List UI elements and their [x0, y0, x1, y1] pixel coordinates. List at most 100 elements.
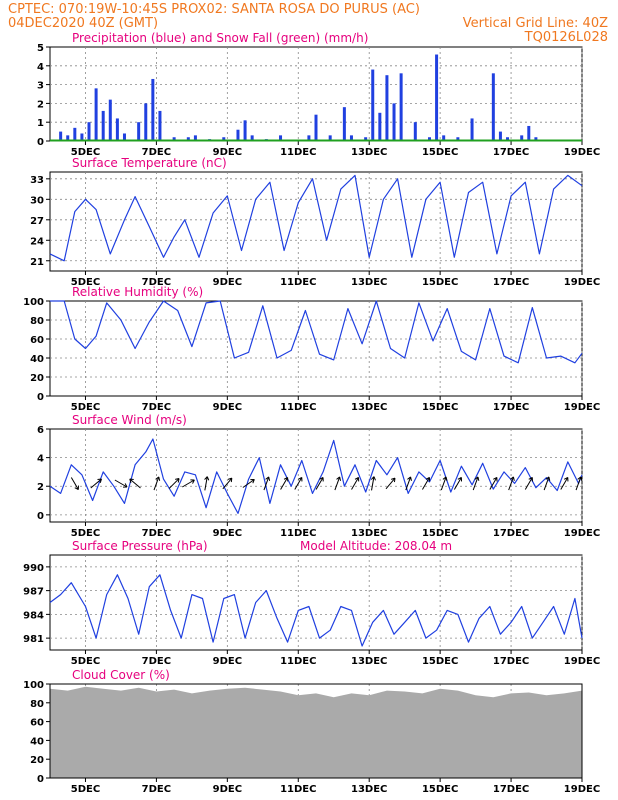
wind-vector-head [297, 476, 303, 482]
precip-ytick-label: 2 [37, 99, 44, 110]
pressure-panel: 5DEC 7DEC 9DEC 11DEC 13DEC 15DEC 17DEC 19DEC 981… [23, 539, 600, 667]
temp-line [49, 174, 583, 262]
precip-date-label: 19DEC [564, 147, 600, 158]
wind-vector [263, 476, 270, 491]
precip-bar [137, 122, 141, 141]
cloud-date-label: 17DEC [493, 784, 529, 795]
pressure-date-label: 5DEC [71, 656, 100, 667]
pressure-subtitle: Model Altitude: 208.04 m [300, 539, 452, 553]
cloud-ytick-label: 40 [30, 736, 44, 747]
pressure-line [49, 574, 583, 647]
precip-bar [193, 135, 197, 141]
temp-ytick-label: 27 [30, 216, 44, 227]
precip-bar [186, 137, 190, 141]
cloud-frame-top [49, 683, 583, 779]
cloud-date-label: 13DEC [351, 784, 387, 795]
precip-bar [506, 137, 510, 141]
wind-vector [508, 476, 514, 491]
precip-ytick-label: 4 [37, 62, 44, 73]
wind-title: Surface Wind (m/s) [72, 413, 187, 427]
wind-vector [222, 477, 233, 490]
pressure-date-label: 15DEC [422, 656, 458, 667]
temp-date-label: 7DEC [142, 277, 171, 288]
cloud-ytick-label: 100 [23, 680, 44, 691]
rh-date-label: 17DEC [493, 402, 529, 413]
rh-ytick-label: 0 [37, 392, 44, 403]
precip-bar [108, 99, 112, 141]
pressure-ytick-label: 981 [23, 634, 44, 645]
wind-vector [334, 476, 341, 491]
header-run-date: 04DEC2020 40Z (GMT) [8, 16, 158, 31]
pressure-ytick-label: 990 [23, 563, 44, 574]
rh-panel: 5DEC 7DEC 9DEC 11DEC 13DEC 15DEC 17DEC 19DEC 0 20… [23, 285, 600, 413]
precip-bar [122, 133, 126, 141]
rh-date-label: 11DEC [280, 402, 316, 413]
precip-panel: 5DEC 7DEC 9DEC 11DEC 13DEC 15DEC 17DEC 19DEC 0 1 2… [37, 31, 600, 158]
wind-date-label: 13DEC [351, 528, 387, 539]
pressure-ytick-label: 984 [23, 610, 44, 621]
wind-vector [405, 476, 412, 491]
precip-bar [435, 54, 439, 141]
wind-vector-head [354, 476, 360, 482]
wind-vector-head [319, 476, 324, 482]
wind-ytick-label: 4 [37, 454, 44, 465]
temp-date-label: 19DEC [564, 277, 600, 288]
precip-bar [413, 122, 417, 141]
wind-vector-head [528, 476, 533, 482]
precip-bar [342, 107, 346, 141]
temp-date-label: 5DEC [71, 277, 100, 288]
precip-bar [371, 69, 375, 141]
temp-ytick-label: 21 [30, 257, 44, 268]
wind-vector-head [122, 483, 128, 488]
wind-vector-head [425, 476, 431, 482]
pressure-date-label: 13DEC [351, 656, 387, 667]
rh-line [50, 300, 583, 364]
wind-vector-head [336, 476, 342, 481]
precip-bar [243, 120, 247, 141]
header-model-id: TQ0126L028 [524, 30, 608, 45]
wind-vector-head [250, 478, 255, 484]
wind-date-label: 11DEC [280, 528, 316, 539]
wind-vector-head [577, 476, 583, 481]
wind-vector-head [283, 476, 289, 482]
rh-date-label: 19DEC [564, 402, 600, 413]
pressure-date-label: 9DEC [213, 656, 242, 667]
pressure-ytick-label: 987 [23, 587, 44, 598]
precip-bar [73, 127, 77, 141]
precip-bar [222, 137, 226, 141]
wind-vector-head [407, 476, 412, 481]
wind-vector-head [563, 476, 569, 482]
precip-bar [172, 137, 176, 141]
temp-ytick-label: 24 [30, 236, 44, 247]
precip-bar [470, 118, 474, 141]
pressure-date-label: 11DEC [280, 656, 316, 667]
wind-vector [294, 477, 303, 490]
precip-bar [456, 137, 460, 141]
pressure-title: Surface Pressure (hPa) [72, 539, 208, 553]
wind-date-label: 7DEC [142, 528, 171, 539]
cloud-date-label: 11DEC [280, 784, 316, 795]
wind-vector-head [265, 476, 271, 481]
wind-vector-head [509, 476, 515, 481]
wind-ytick-label: 0 [37, 511, 44, 522]
precip-bar [314, 114, 318, 141]
rh-ytick-label: 40 [30, 354, 44, 365]
temp-ytick-label: 33 [30, 175, 44, 186]
wind-line [49, 438, 583, 514]
precip-ytick-label: 5 [37, 43, 44, 54]
rh-frame [49, 300, 583, 397]
rh-ytick-label: 100 [23, 297, 44, 308]
precip-bar [349, 135, 353, 141]
rh-date-label: 7DEC [142, 402, 171, 413]
wind-vector [114, 479, 128, 488]
precip-ytick-label: 3 [37, 81, 44, 92]
cloud-ytick-label: 20 [30, 755, 44, 766]
panels: 5DEC 7DEC 9DEC 11DEC 13DEC 15DEC 17DEC 19DEC 0 1 2… [23, 31, 600, 795]
precip-ytick-label: 1 [37, 118, 44, 129]
precip-bar [427, 137, 431, 141]
wind-ytick-label: 6 [37, 425, 44, 436]
precip-bar [527, 125, 531, 141]
wind-vector-head [457, 476, 463, 482]
precip-bar [101, 110, 105, 141]
precip-bar [80, 133, 84, 141]
